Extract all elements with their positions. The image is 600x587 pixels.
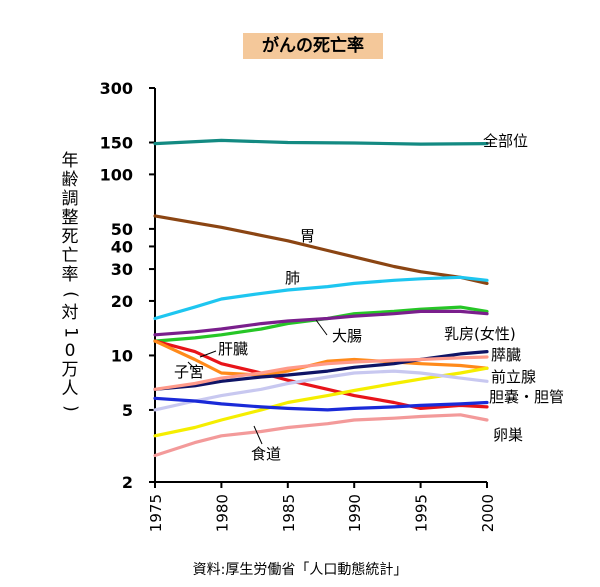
y-axis-label: 年齢調整死亡率 ( 対 1 0 万人) <box>58 152 82 418</box>
series-label-6: 子宮 <box>174 363 204 381</box>
y-axis-label-char: 万 <box>61 360 79 380</box>
y-axis-label-char: 率 <box>61 265 79 285</box>
y-tick-label: 300 <box>100 79 133 98</box>
y-axis-label-char: ( <box>60 291 81 298</box>
y-axis-label-char: 齢 <box>61 170 79 190</box>
y-tick-label: 40 <box>111 237 133 256</box>
x-tick-label: 1975 <box>147 494 165 532</box>
y-tick-label: 20 <box>111 292 133 311</box>
y-tick-label: 30 <box>111 260 133 279</box>
leader-line <box>187 361 199 373</box>
series-line-5 <box>153 339 489 410</box>
series-label-5: 肝臓 <box>218 340 248 358</box>
x-tick-label: 1995 <box>413 494 431 532</box>
y-axis-label-char: 調 <box>61 189 79 209</box>
series-line-10 <box>153 369 489 412</box>
chart-title: がんの死亡率 <box>243 33 383 59</box>
series-label-11: 食道 <box>251 445 281 463</box>
y-axis-label-char: 亡 <box>61 246 79 266</box>
source-note: 資料:厚生労働省「人口動態統計」 <box>192 562 408 578</box>
y-tick-label: 150 <box>100 134 133 153</box>
series-line-8 <box>153 355 489 391</box>
series-line-0 <box>153 138 489 146</box>
series-label-10: 胆嚢・胆管 <box>489 388 564 406</box>
y-tick-label: 5 <box>122 401 133 420</box>
x-tick-label: 1980 <box>213 494 231 532</box>
y-axis-label-char: 年 <box>61 151 79 171</box>
leader-line <box>253 425 263 445</box>
series-line-12 <box>153 413 489 458</box>
y-axis-label-char: ) <box>60 405 81 412</box>
x-tick-label: 2000 <box>479 494 497 532</box>
series-group <box>153 138 489 458</box>
series-label-7: 乳房(女性) <box>444 325 516 343</box>
y-axis-label-char: 0 <box>64 341 76 361</box>
series-label-2: 肺 <box>285 269 300 287</box>
y-axis-label-char: 人 <box>61 379 79 399</box>
series-label-9: 前立腺 <box>491 368 536 386</box>
series-label-0: 全部位 <box>483 132 528 150</box>
y-axis-label-char: 整 <box>61 208 79 228</box>
y-axis-label-char: 1 <box>60 327 81 338</box>
x-tick-label: 1985 <box>280 494 298 532</box>
series-label-12: 卵巣 <box>493 426 523 444</box>
series-label-3: 大腸 <box>332 327 362 345</box>
y-tick-label: 2 <box>122 473 133 492</box>
series-label-8: 膵臓 <box>491 346 521 364</box>
y-tick-label: 50 <box>111 220 133 239</box>
series-line-9 <box>153 366 489 438</box>
series-line-2 <box>153 275 489 321</box>
x-tick-label: 1990 <box>346 494 364 532</box>
y-axis-label-char: 対 <box>61 303 79 323</box>
series-line-6 <box>153 339 489 377</box>
series-label-1: 胃 <box>300 227 315 245</box>
y-tick-label: 100 <box>100 165 133 184</box>
series-line-11 <box>153 396 489 412</box>
y-tick-label: 10 <box>111 346 133 365</box>
series-line-4 <box>153 309 489 337</box>
series-line-1 <box>153 214 489 285</box>
leader-line <box>315 319 328 336</box>
leader-line <box>199 350 217 358</box>
y-axis-label-char: 死 <box>61 227 79 247</box>
